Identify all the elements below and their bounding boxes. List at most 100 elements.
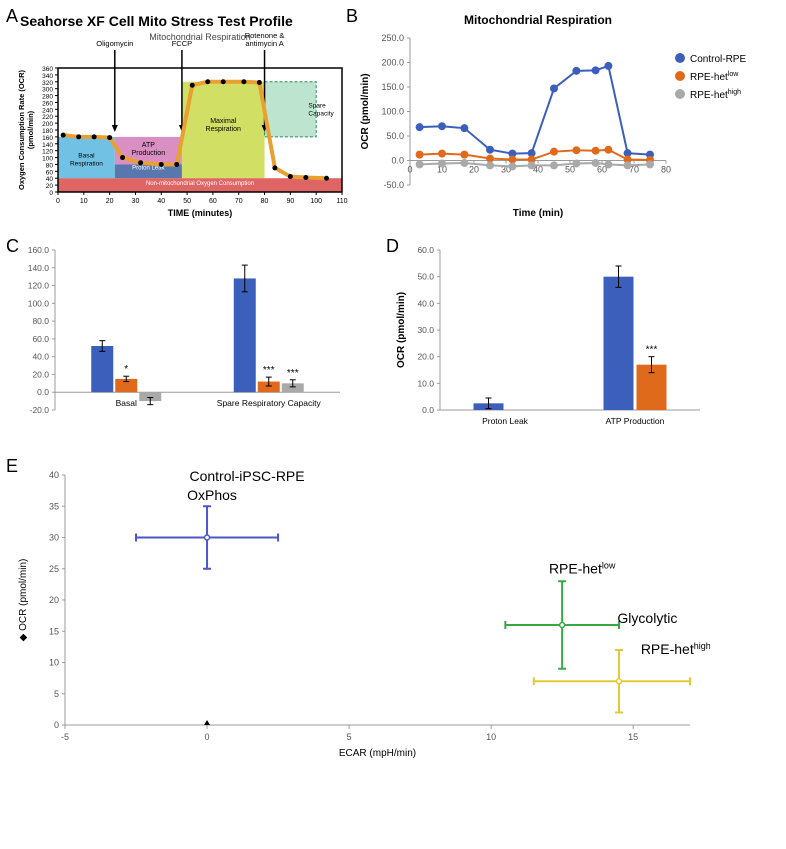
svg-text:***: *** — [263, 365, 275, 376]
panel-d: D 0.010.020.030.040.050.060.0OCR (pmol/m… — [390, 240, 710, 440]
panel-b-label: B — [346, 6, 358, 27]
svg-text:ATP Production: ATP Production — [606, 416, 665, 426]
svg-text:Spare Respiratory Capacity: Spare Respiratory Capacity — [217, 398, 322, 408]
svg-text:Time (min): Time (min) — [513, 208, 563, 219]
svg-text:60: 60 — [46, 169, 54, 176]
svg-text:Basal: Basal — [78, 153, 95, 160]
svg-text:10: 10 — [49, 658, 59, 668]
panel-e-label: E — [6, 456, 18, 477]
svg-text:Control-RPE: Control-RPE — [690, 54, 746, 65]
svg-text:20: 20 — [106, 198, 114, 205]
svg-text:35: 35 — [49, 501, 59, 511]
svg-text:140: 140 — [42, 142, 53, 149]
svg-text:OCR (pmol/min): OCR (pmol/min) — [360, 73, 371, 149]
svg-text:280: 280 — [42, 94, 53, 101]
figure-root: A Seahorse XF Cell Mito Stress Test Prof… — [10, 10, 776, 760]
svg-text:ECAR (mpH/min): ECAR (mpH/min) — [339, 748, 416, 759]
svg-text:30: 30 — [132, 198, 140, 205]
svg-text:0: 0 — [49, 190, 53, 197]
svg-text:*: * — [124, 364, 128, 375]
svg-text:Non-mitochondrial Oxygen Consu: Non-mitochondrial Oxygen Consumption — [146, 181, 254, 187]
svg-text:Proton Leak: Proton Leak — [482, 416, 529, 426]
svg-text:-20.0: -20.0 — [30, 405, 50, 415]
svg-text:0: 0 — [407, 165, 412, 175]
svg-text:25: 25 — [49, 564, 59, 574]
svg-text:TIME (minutes): TIME (minutes) — [168, 208, 233, 218]
svg-text:***: *** — [287, 368, 299, 379]
svg-text:100: 100 — [42, 156, 53, 163]
svg-text:150.0: 150.0 — [381, 82, 404, 92]
svg-text:RPE-hetlow: RPE-hetlow — [690, 71, 739, 83]
panel-a: A Seahorse XF Cell Mito Stress Test Prof… — [10, 10, 350, 220]
svg-text:Mitochondrial Respiration: Mitochondrial Respiration — [149, 32, 251, 42]
svg-text:0.0: 0.0 — [391, 156, 404, 166]
svg-text:-5: -5 — [61, 732, 69, 742]
svg-text:0.0: 0.0 — [37, 387, 49, 397]
panel-b-svg: Mitochondrial Respiration-50.00.050.0100… — [350, 10, 776, 220]
svg-text:15: 15 — [49, 626, 59, 636]
svg-text:180: 180 — [42, 128, 53, 135]
svg-text:80.0: 80.0 — [32, 316, 49, 326]
svg-text:Mitochondrial Respiration: Mitochondrial Respiration — [464, 13, 612, 27]
svg-text:50: 50 — [183, 198, 191, 205]
svg-text:40: 40 — [46, 176, 54, 183]
svg-text:Oxygen Consumption Rate (OCR)(: Oxygen Consumption Rate (OCR)(pmol/min) — [17, 70, 35, 191]
svg-text:Seahorse XF Cell Mito Stress T: Seahorse XF Cell Mito Stress Test Profil… — [20, 13, 293, 29]
svg-text:Respiration: Respiration — [70, 161, 103, 168]
svg-text:40.0: 40.0 — [417, 298, 434, 308]
svg-text:0: 0 — [56, 198, 60, 205]
svg-text:Basal: Basal — [116, 398, 137, 408]
svg-text:260: 260 — [42, 100, 53, 107]
svg-text:200: 200 — [42, 121, 53, 128]
panel-e-svg: 0510152025303540-5051015ECAR (mpH/min)◆ … — [10, 460, 710, 760]
svg-text:Oligomycin: Oligomycin — [96, 39, 133, 48]
svg-text:OxPhos: OxPhos — [187, 487, 237, 503]
svg-text:60: 60 — [209, 198, 217, 205]
svg-text:Control-iPSC-RPE: Control-iPSC-RPE — [189, 468, 304, 484]
svg-text:Spare: Spare — [308, 103, 326, 110]
panel-c-label: C — [6, 236, 19, 257]
svg-text:RPE-hethigh: RPE-hethigh — [641, 641, 710, 657]
svg-text:15: 15 — [628, 732, 638, 742]
svg-text:40.0: 40.0 — [32, 352, 49, 362]
panel-e: E 0510152025303540-5051015ECAR (mpH/min)… — [10, 460, 710, 760]
svg-text:40: 40 — [49, 470, 59, 480]
svg-text:Maximal: Maximal — [210, 118, 237, 125]
svg-text:Production: Production — [132, 150, 166, 157]
svg-text:100.0: 100.0 — [28, 298, 50, 308]
svg-text:Respiration: Respiration — [206, 126, 242, 133]
svg-text:140.0: 140.0 — [28, 263, 50, 273]
svg-text:***: *** — [646, 345, 658, 356]
svg-text:70: 70 — [235, 198, 243, 205]
svg-text:360: 360 — [42, 66, 53, 73]
svg-text:300: 300 — [42, 87, 53, 94]
svg-text:60.0: 60.0 — [32, 334, 49, 344]
svg-text:110: 110 — [336, 198, 347, 205]
svg-text:80: 80 — [46, 162, 54, 169]
svg-text:FCCP: FCCP — [172, 39, 192, 48]
panel-c-svg: -20.0 0.0 20.0 40.0 60.0 80.0 100.0 120.0 140.0 1… — [10, 240, 350, 440]
panel-c: C -20.00.020.040.060.080.0100.0120.0140.… — [10, 240, 350, 440]
svg-text:0.0: 0.0 — [422, 405, 434, 415]
svg-text:0: 0 — [54, 720, 59, 730]
svg-text:20: 20 — [469, 165, 479, 175]
svg-text:0: 0 — [205, 732, 210, 742]
svg-text:10.0: 10.0 — [417, 378, 434, 388]
svg-text:100: 100 — [310, 198, 322, 205]
svg-text:20.0: 20.0 — [32, 369, 49, 379]
svg-text:ATP: ATP — [142, 142, 155, 149]
panel-d-label: D — [386, 236, 399, 257]
svg-text:120.0: 120.0 — [28, 281, 50, 291]
svg-text:20: 20 — [46, 183, 54, 190]
svg-text:160: 160 — [42, 135, 53, 142]
svg-text:90: 90 — [286, 198, 294, 205]
svg-text:RPE-hetlow: RPE-hetlow — [549, 560, 616, 576]
svg-text:160.0: 160.0 — [28, 245, 50, 255]
svg-text:30.0: 30.0 — [417, 325, 434, 335]
panel-a-svg: Seahorse XF Cell Mito Stress Test Profil… — [10, 10, 350, 220]
svg-text:Glycolytic: Glycolytic — [617, 610, 677, 626]
svg-text:30: 30 — [49, 533, 59, 543]
svg-text:20: 20 — [49, 595, 59, 605]
panel-b: B Mitochondrial Respiration-50.00.050.01… — [350, 10, 776, 220]
svg-text:◆ OCR (pmol/min): ◆ OCR (pmol/min) — [18, 559, 29, 642]
